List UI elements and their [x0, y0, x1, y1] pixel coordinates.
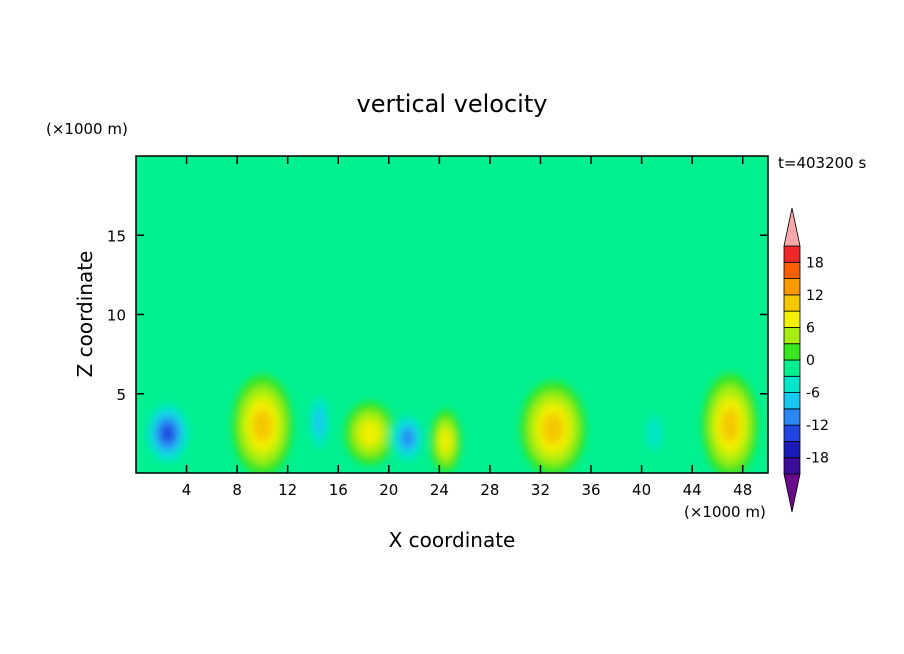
y-tick-label: 10 — [107, 307, 126, 325]
updraft-cell — [520, 381, 587, 473]
colorbar-swatch — [783, 408, 801, 426]
colorbar-swatch — [783, 392, 801, 410]
colorbar-swatch — [783, 327, 801, 345]
contour-band — [542, 413, 564, 444]
colorbar-label: -18 — [806, 451, 829, 467]
x-tick-label: 36 — [581, 481, 600, 499]
x-tick-label: 24 — [430, 481, 449, 499]
downdraft-cell — [388, 409, 427, 467]
x-tick-label: 12 — [278, 481, 297, 499]
colorbar-swatch — [783, 294, 801, 312]
colorbar-swatch — [783, 245, 801, 263]
downdraft-cell — [142, 398, 193, 469]
contour-band — [401, 429, 414, 448]
contour-band — [721, 408, 739, 443]
colorbar-swatch — [783, 278, 801, 296]
colorbar-swatch — [783, 375, 801, 393]
colorbar-swatch — [783, 457, 801, 475]
colorbar-swatch — [783, 343, 801, 361]
velocity-field — [142, 373, 758, 473]
colorbar-min-arrow — [783, 473, 801, 513]
contour-band — [252, 409, 273, 442]
colorbar-max-arrow — [783, 207, 801, 247]
y-tick-label: 5 — [116, 386, 126, 404]
y-tick-label: 15 — [107, 227, 126, 245]
colorbar-swatch — [783, 441, 801, 459]
contour-band — [439, 428, 452, 455]
updraft-cell — [232, 374, 293, 473]
colorbar-swatch — [783, 310, 801, 328]
y-axis-label: Z coordinate — [73, 251, 97, 378]
downdraft-cell — [306, 387, 332, 458]
x-tick-label: 44 — [683, 481, 702, 499]
downdraft-cell — [641, 404, 667, 462]
colorbar-label: 0 — [806, 353, 815, 369]
x-tick-label: 32 — [531, 481, 550, 499]
colorbar-swatch — [783, 359, 801, 377]
colorbar: 18 12 6 0 -6 -12 -18 — [783, 207, 829, 513]
y-unit-label: (×1000 m) — [46, 120, 128, 138]
x-tick-label: 28 — [480, 481, 499, 499]
y-axis-ticks: 5 10 15 — [107, 227, 768, 404]
colorbar-swatch — [783, 261, 801, 279]
x-tick-label: 20 — [379, 481, 398, 499]
colorbar-swatch — [783, 424, 801, 442]
colorbar-label: 6 — [806, 320, 815, 336]
colorbar-label: -12 — [806, 418, 829, 434]
contour-band — [359, 420, 381, 447]
x-tick-label: 16 — [329, 481, 348, 499]
contour-band — [646, 416, 662, 450]
x-axis-ticks: 4 8 12 16 20 24 28 32 36 40 44 48 — [182, 156, 752, 499]
updraft-cell — [430, 409, 461, 473]
contour-band — [161, 424, 175, 443]
chart-title: vertical velocity — [357, 90, 548, 118]
x-tick-label: 40 — [632, 481, 651, 499]
updraft-cell — [702, 373, 758, 473]
colorbar-label: 18 — [806, 255, 824, 271]
plot-area — [136, 156, 768, 473]
x-tick-label: 4 — [182, 481, 192, 499]
x-axis-label: X coordinate — [389, 528, 516, 552]
x-unit-label: (×1000 m) — [684, 503, 766, 521]
colorbar-label: 12 — [806, 288, 824, 304]
x-tick-label: 8 — [232, 481, 242, 499]
colorbar-label: -6 — [806, 386, 820, 402]
x-tick-label: 48 — [733, 481, 752, 499]
updraft-cell — [344, 401, 396, 466]
contour-band — [314, 407, 325, 437]
time-label: t=403200 s — [778, 154, 866, 172]
